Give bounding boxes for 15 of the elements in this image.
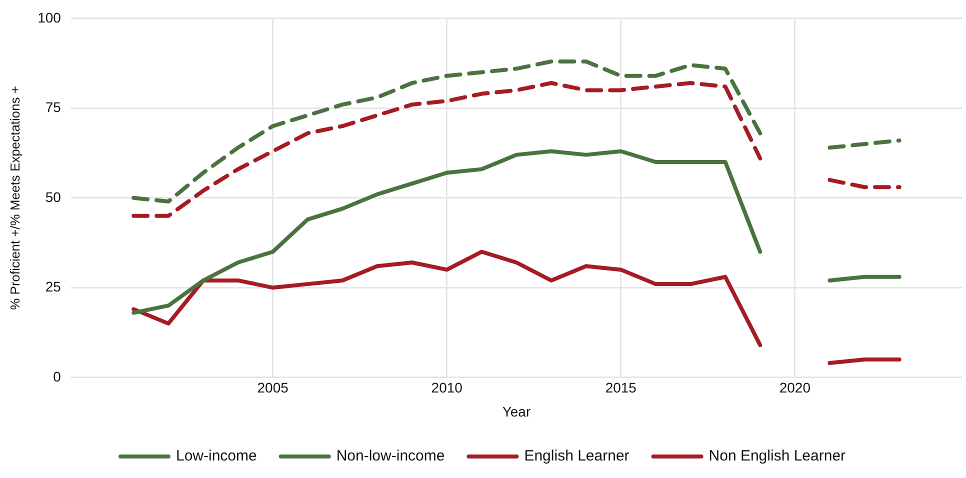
y-tick-label: 0 bbox=[53, 368, 62, 384]
x-tick-label: 2015 bbox=[605, 380, 637, 396]
legend-label: Non English Learner bbox=[708, 448, 846, 465]
legend-label: English Learner bbox=[524, 448, 630, 465]
y-tick-label: 100 bbox=[38, 9, 62, 26]
y-axis-title: % Proficient +/% Meets Expectations + bbox=[7, 86, 22, 310]
y-tick-label: 50 bbox=[45, 188, 62, 205]
x-axis-title: Year bbox=[502, 403, 531, 420]
legend-label: Non-low-income bbox=[336, 448, 445, 465]
legend-label: Low-income bbox=[176, 448, 257, 465]
x-tick-label: 2005 bbox=[257, 380, 289, 396]
y-tick-label: 75 bbox=[45, 99, 62, 116]
y-tick-label: 25 bbox=[45, 278, 62, 295]
x-tick-label: 2010 bbox=[431, 380, 463, 396]
x-tick-label: 2020 bbox=[779, 380, 811, 396]
